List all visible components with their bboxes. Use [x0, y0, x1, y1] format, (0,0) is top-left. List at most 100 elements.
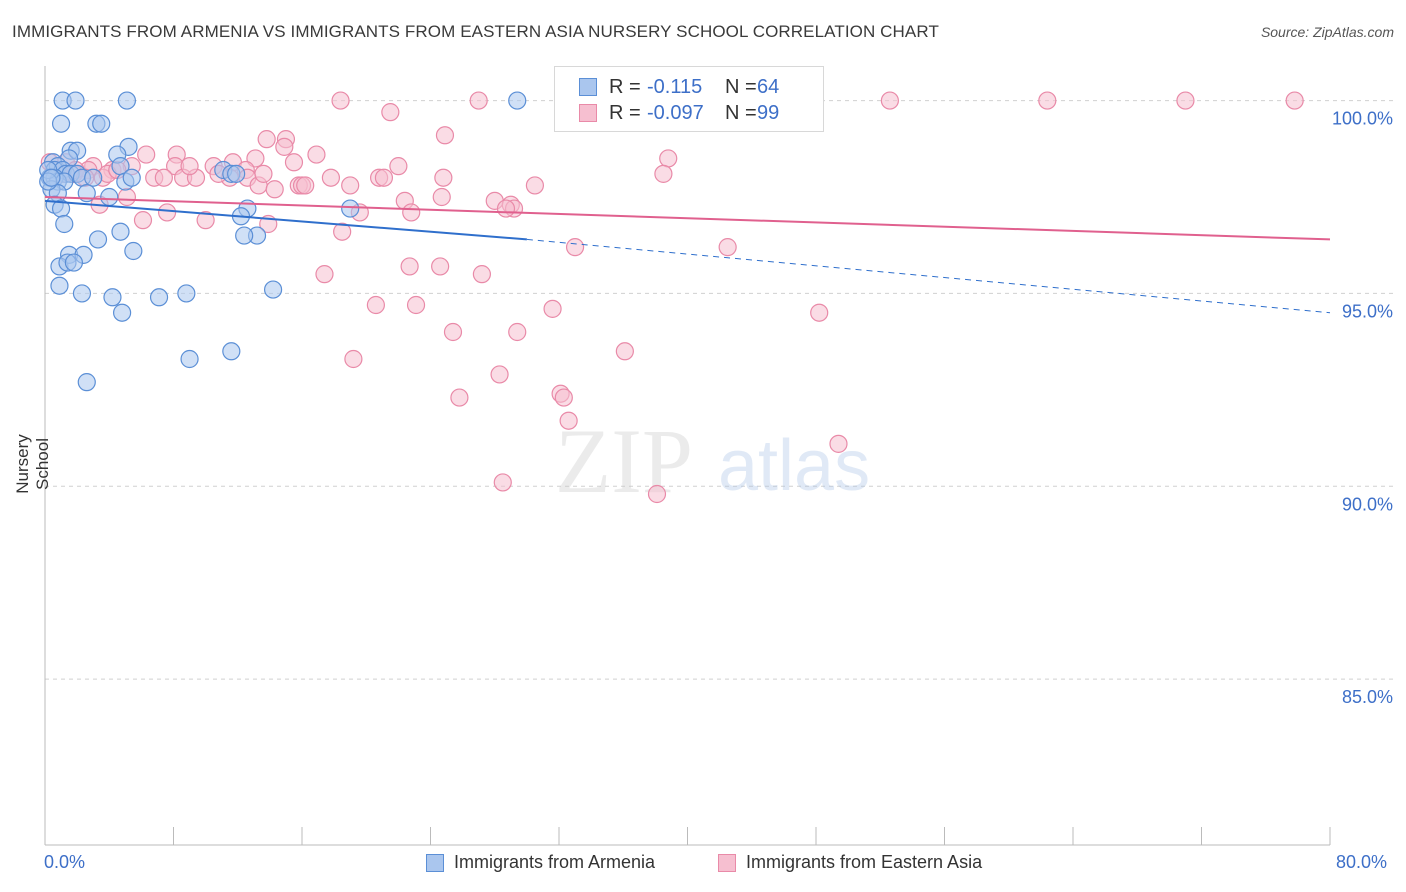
eastern-asia-point: [450, 388, 469, 407]
armenia-point: [50, 276, 69, 295]
armenia-point: [124, 241, 143, 261]
eastern-asia-point: [321, 168, 341, 187]
eastern-asia-point: [1038, 91, 1057, 110]
eastern-asia-point: [265, 180, 284, 199]
eastern-asia-point: [117, 187, 137, 207]
y-tick-label: 85.0%: [1342, 687, 1393, 707]
source-label: Source: ZipAtlas.com: [1260, 24, 1394, 40]
y-tick-label: 100.0%: [1332, 109, 1393, 129]
eastern-asia-point: [525, 176, 545, 195]
eastern-asia-point: [275, 137, 294, 156]
trendline-armenia: [44, 199, 527, 241]
armenia-point: [180, 349, 199, 369]
armenia-point: [117, 91, 137, 110]
eastern-asia-point: [1285, 91, 1304, 110]
watermark-atlas: atlas: [718, 426, 870, 506]
eastern-asia-point: [196, 211, 215, 230]
legend-label-armenia: Immigrants from Armenia: [454, 852, 656, 872]
armenia-point: [77, 373, 96, 392]
chart-title: IMMIGRANTS FROM ARMENIA VS IMMIGRANTS FR…: [12, 22, 939, 41]
armenia-point: [66, 91, 85, 110]
eastern-asia-point: [1176, 91, 1195, 110]
armenia-point: [103, 288, 122, 307]
eastern-asia-point: [543, 299, 562, 318]
eastern-asia-point: [133, 211, 153, 230]
eastern-asia-point: [443, 322, 463, 342]
eastern-asia-point: [508, 322, 527, 342]
legend-r-value: -0.115: [647, 75, 703, 98]
x-tick-max: 80.0%: [1336, 852, 1388, 872]
eastern-asia-point: [341, 176, 360, 195]
legend-row-eastern-asia: R = -0.097 N = 99: [579, 101, 779, 125]
armenia-point: [508, 91, 527, 110]
armenia-point: [263, 280, 283, 299]
legend-r-label: R =: [609, 101, 641, 124]
eastern-asia-point: [366, 295, 385, 315]
legend-label-eastern-asia: Immigrants from Eastern Asia: [746, 852, 983, 872]
armenia-point: [72, 284, 92, 303]
eastern-asia-point: [829, 434, 848, 453]
eastern-asia-point: [810, 303, 829, 322]
eastern-asia-point: [402, 203, 421, 222]
eastern-asia-point: [615, 342, 634, 361]
armenia-point: [92, 114, 111, 133]
legend-n-value: 64: [757, 75, 780, 98]
eastern-asia-point: [333, 222, 352, 241]
trendline-eastern-asia: [44, 196, 1331, 241]
legend-item-armenia: Immigrants from Armenia: [426, 852, 655, 873]
eastern-asia-point: [654, 164, 673, 183]
armenia-point: [341, 199, 360, 218]
series-armenia: [39, 91, 527, 392]
eastern-asia-point: [490, 365, 509, 384]
eastern-asia-point: [254, 164, 273, 183]
legend-swatch-armenia: [426, 853, 444, 872]
eastern-asia-point: [472, 265, 491, 284]
armenia-point: [84, 168, 103, 187]
legend-swatch-eastern-asia: [718, 853, 736, 872]
eastern-asia-point: [307, 145, 326, 164]
eastern-asia-point: [718, 238, 737, 257]
armenia-point: [55, 214, 74, 234]
armenia-point: [64, 253, 84, 272]
eastern-asia-point: [157, 203, 177, 222]
legend-n-value: 99: [757, 101, 780, 124]
eastern-asia-point: [431, 257, 450, 276]
y-tick-label: 95.0%: [1342, 301, 1393, 321]
watermark-zip: ZIP: [555, 410, 693, 512]
trendlines: [44, 196, 1331, 314]
eastern-asia-point: [331, 91, 350, 110]
stats-legend: R = -0.115 N = 64 R = -0.097 N = 99: [554, 66, 824, 132]
armenia-point: [222, 342, 241, 361]
y-tick-label: 90.0%: [1342, 494, 1393, 514]
eastern-asia-point: [432, 187, 451, 207]
legend-item-eastern-asia: Immigrants from Eastern Asia: [718, 852, 982, 873]
armenia-point: [227, 164, 246, 183]
armenia-point: [51, 114, 71, 133]
legend-r-value: -0.097: [647, 101, 704, 124]
eastern-asia-point: [137, 145, 156, 164]
armenia-point: [122, 168, 141, 187]
eastern-asia-point: [496, 199, 516, 218]
legend-swatch-armenia: [579, 78, 597, 96]
armenia-point: [235, 226, 254, 245]
watermark: ZIP atlas: [555, 410, 870, 512]
x-tick-min: 0.0%: [44, 852, 86, 872]
eastern-asia-point: [284, 153, 304, 172]
eastern-asia-point: [406, 295, 426, 315]
eastern-asia-point: [344, 349, 363, 369]
armenia-point: [100, 187, 119, 207]
eastern-asia-point: [400, 257, 419, 276]
armenia-point: [149, 288, 169, 307]
eastern-asia-point: [389, 157, 408, 176]
legend-row-armenia: R = -0.115 N = 64: [579, 75, 779, 99]
armenia-point: [88, 230, 108, 249]
eastern-asia-point: [180, 157, 199, 176]
legend-n-label: N =: [725, 75, 757, 98]
eastern-asia-point: [880, 91, 899, 110]
eastern-asia-point: [554, 388, 573, 407]
eastern-asia-point: [647, 484, 667, 504]
armenia-point: [112, 303, 132, 322]
eastern-asia-point: [434, 168, 453, 187]
eastern-asia-point: [154, 168, 173, 187]
